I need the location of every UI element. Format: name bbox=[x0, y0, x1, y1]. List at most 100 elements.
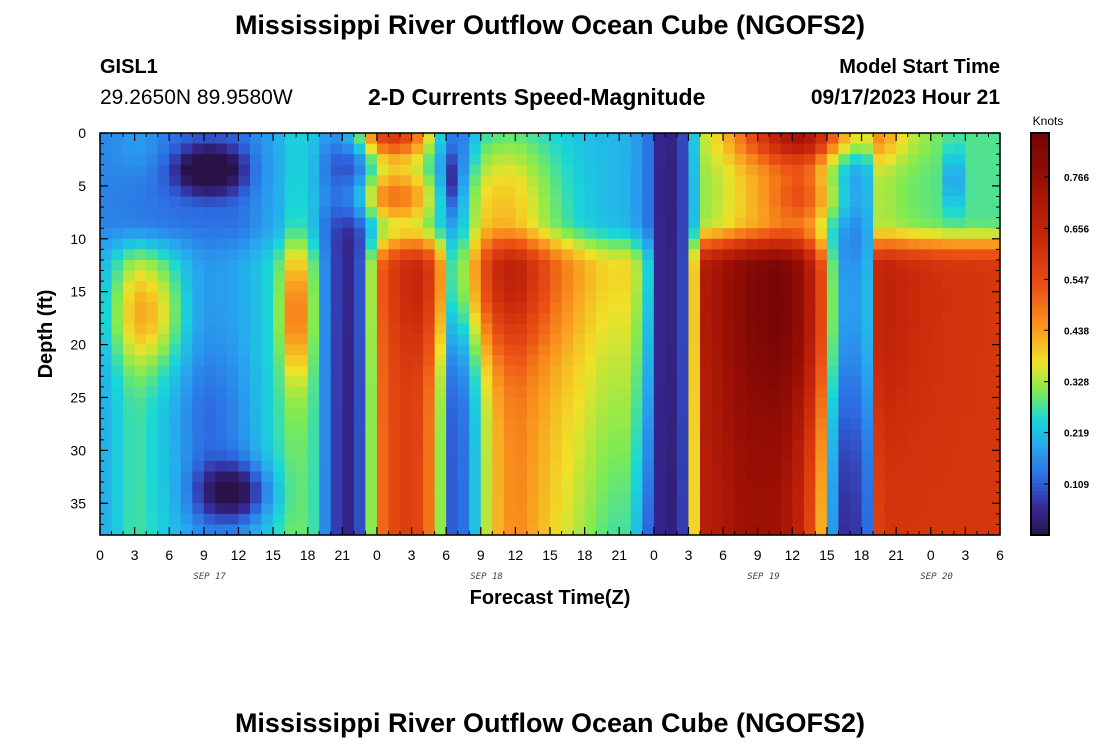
heatmap-cell bbox=[815, 376, 828, 388]
heatmap-cell bbox=[976, 397, 990, 409]
heatmap-cell bbox=[365, 196, 378, 208]
heatmap-cell bbox=[676, 175, 690, 187]
heatmap-cell bbox=[215, 450, 228, 462]
heatmap-cell bbox=[273, 376, 286, 388]
heatmap-cell bbox=[630, 524, 643, 536]
heatmap-cell bbox=[469, 386, 482, 399]
heatmap-cell bbox=[192, 228, 205, 240]
heatmap-cell bbox=[296, 471, 309, 483]
heatmap-cell bbox=[492, 344, 505, 356]
heatmap-cell bbox=[757, 164, 770, 176]
heatmap-cell bbox=[503, 503, 516, 515]
heatmap-cell bbox=[584, 344, 597, 356]
heatmap-cell bbox=[157, 207, 170, 219]
heatmap-cell bbox=[526, 281, 540, 293]
heatmap-cell bbox=[411, 513, 424, 526]
colorbar-segment bbox=[1031, 165, 1049, 170]
heatmap-cell bbox=[157, 503, 170, 515]
heatmap-cell bbox=[319, 513, 332, 526]
heatmap-cell bbox=[376, 492, 390, 504]
heatmap-cell bbox=[700, 386, 713, 399]
heatmap-cell bbox=[192, 312, 205, 325]
heatmap-cell bbox=[653, 143, 666, 155]
heatmap-cell bbox=[757, 249, 770, 261]
heatmap-cell bbox=[850, 175, 863, 187]
heatmap-cell bbox=[307, 450, 320, 462]
heatmap-cell bbox=[353, 164, 366, 176]
heatmap-cell bbox=[492, 228, 505, 240]
heatmap-cell bbox=[884, 217, 897, 229]
heatmap-cell bbox=[550, 312, 563, 325]
heatmap-cell bbox=[480, 334, 493, 346]
heatmap-cell bbox=[919, 133, 932, 145]
heatmap-cell bbox=[815, 439, 828, 451]
heatmap-cell bbox=[688, 482, 701, 494]
heatmap-cell bbox=[630, 429, 643, 441]
heatmap-cell bbox=[192, 450, 205, 462]
heatmap-cell bbox=[330, 323, 343, 335]
heatmap-cell bbox=[884, 397, 897, 409]
heatmap-cell bbox=[838, 355, 851, 367]
heatmap-cell bbox=[976, 249, 990, 261]
heatmap-cell bbox=[734, 302, 747, 314]
heatmap-cell bbox=[353, 418, 366, 430]
heatmap-cell bbox=[296, 429, 309, 441]
heatmap-cell bbox=[861, 185, 874, 198]
x-tick-label: 6 bbox=[165, 547, 173, 563]
heatmap-cell bbox=[238, 270, 251, 282]
heatmap-cell bbox=[215, 323, 228, 335]
heatmap-cell bbox=[526, 482, 540, 494]
heatmap-cell bbox=[180, 355, 193, 367]
heatmap-cell bbox=[769, 386, 782, 399]
heatmap-cell bbox=[503, 217, 516, 229]
heatmap-cell bbox=[988, 492, 1001, 504]
heatmap-cell bbox=[342, 450, 355, 462]
heatmap-cell bbox=[411, 429, 424, 441]
heatmap-cell bbox=[780, 355, 793, 367]
heatmap-cell bbox=[642, 217, 655, 229]
heatmap-cell bbox=[584, 365, 597, 377]
heatmap-cell bbox=[607, 207, 620, 219]
heatmap-cell bbox=[250, 312, 263, 325]
heatmap-cell bbox=[123, 164, 136, 176]
heatmap-cell bbox=[561, 408, 574, 420]
heatmap-cell bbox=[769, 503, 782, 515]
heatmap-cell bbox=[492, 175, 505, 187]
heatmap-cell bbox=[296, 482, 309, 494]
heatmap-cell bbox=[653, 450, 666, 462]
heatmap-cell bbox=[676, 524, 690, 536]
heatmap-cell bbox=[653, 334, 666, 346]
heatmap-cell bbox=[665, 259, 678, 272]
heatmap-cell bbox=[896, 238, 909, 250]
heatmap-cell bbox=[226, 291, 240, 303]
heatmap-cell bbox=[365, 259, 378, 272]
heatmap-cell bbox=[907, 344, 920, 356]
heatmap-cell bbox=[734, 376, 747, 388]
heatmap-cell bbox=[342, 270, 355, 282]
heatmap-cell bbox=[896, 429, 909, 441]
heatmap-cell bbox=[538, 302, 551, 314]
heatmap-cell bbox=[469, 503, 482, 515]
heatmap-cell bbox=[688, 270, 701, 282]
heatmap-cell bbox=[919, 175, 932, 187]
heatmap-cell bbox=[653, 408, 666, 420]
heatmap-cell bbox=[907, 196, 920, 208]
heatmap-cell bbox=[469, 397, 482, 409]
heatmap-cell bbox=[515, 228, 528, 240]
heatmap-cell bbox=[942, 196, 955, 208]
heatmap-cell bbox=[942, 281, 955, 293]
heatmap-cell bbox=[157, 397, 170, 409]
heatmap-cell bbox=[573, 482, 586, 494]
heatmap-cell bbox=[700, 133, 713, 145]
heatmap-cell bbox=[169, 344, 182, 356]
heatmap-cell bbox=[676, 513, 690, 526]
heatmap-cell bbox=[503, 524, 516, 536]
heatmap-cell bbox=[838, 418, 851, 430]
heatmap-cell bbox=[423, 196, 436, 208]
heatmap-cell bbox=[919, 281, 932, 293]
heatmap-cell bbox=[203, 397, 216, 409]
heatmap-cell bbox=[526, 503, 540, 515]
heatmap-cell bbox=[919, 196, 932, 208]
heatmap-cell bbox=[711, 471, 724, 483]
heatmap-cell bbox=[388, 408, 401, 420]
